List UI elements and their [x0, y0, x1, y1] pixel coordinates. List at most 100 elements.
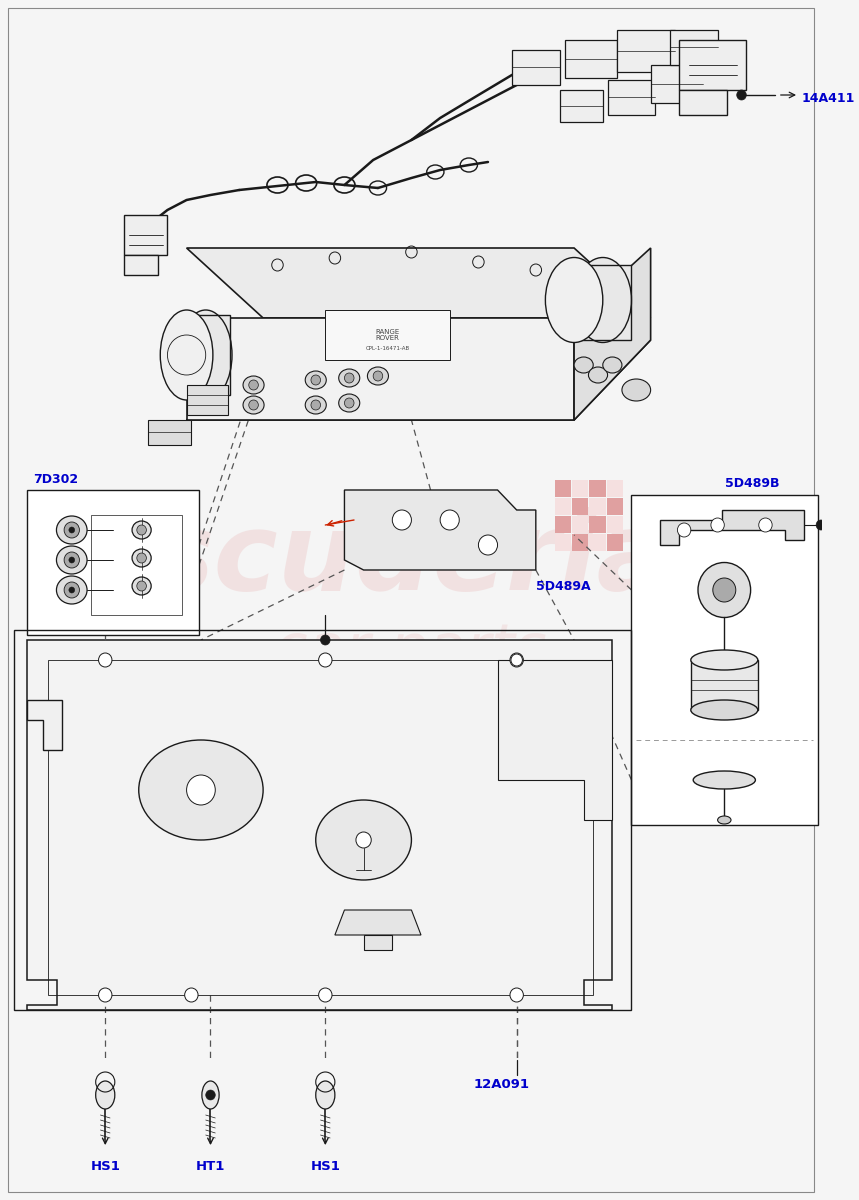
Polygon shape: [560, 90, 603, 122]
Polygon shape: [186, 340, 650, 420]
Polygon shape: [670, 30, 717, 65]
Circle shape: [393, 510, 411, 530]
Bar: [606, 534, 623, 551]
Text: HS1: HS1: [310, 1160, 340, 1174]
Bar: [572, 516, 588, 533]
Ellipse shape: [57, 516, 87, 544]
Circle shape: [99, 988, 112, 1002]
Polygon shape: [607, 80, 655, 115]
Circle shape: [344, 398, 354, 408]
Ellipse shape: [180, 310, 232, 400]
Ellipse shape: [693, 770, 755, 790]
Ellipse shape: [243, 376, 264, 394]
Circle shape: [137, 526, 146, 535]
Circle shape: [478, 535, 497, 554]
Polygon shape: [512, 50, 560, 85]
Polygon shape: [186, 314, 229, 395]
Polygon shape: [661, 510, 804, 545]
Ellipse shape: [717, 816, 731, 824]
Bar: [572, 498, 588, 515]
Circle shape: [511, 654, 522, 666]
Circle shape: [185, 988, 198, 1002]
Ellipse shape: [139, 740, 263, 840]
Circle shape: [69, 587, 75, 593]
Ellipse shape: [588, 367, 607, 383]
Text: 14A411: 14A411: [801, 92, 856, 106]
Ellipse shape: [132, 550, 151, 566]
Circle shape: [440, 510, 460, 530]
Circle shape: [711, 518, 724, 532]
Text: HS1: HS1: [90, 1160, 120, 1174]
Circle shape: [249, 400, 259, 410]
Bar: [555, 534, 571, 551]
Polygon shape: [363, 935, 393, 950]
Circle shape: [510, 653, 523, 667]
Polygon shape: [497, 660, 612, 820]
Text: 5D489A: 5D489A: [536, 580, 590, 593]
Ellipse shape: [622, 379, 650, 401]
Text: 12A091: 12A091: [473, 1078, 530, 1091]
Polygon shape: [574, 248, 650, 420]
Circle shape: [64, 582, 79, 598]
Ellipse shape: [57, 576, 87, 604]
Text: scuderia: scuderia: [150, 506, 671, 613]
Text: HT1: HT1: [196, 1160, 225, 1174]
Bar: [589, 498, 606, 515]
Polygon shape: [149, 420, 192, 445]
Circle shape: [678, 523, 691, 538]
Circle shape: [713, 578, 736, 602]
Ellipse shape: [243, 396, 264, 414]
Bar: [631, 494, 818, 826]
Polygon shape: [574, 265, 631, 340]
Bar: [555, 498, 571, 515]
Polygon shape: [344, 490, 536, 570]
Ellipse shape: [316, 1081, 335, 1109]
Bar: [606, 480, 623, 497]
Circle shape: [510, 988, 523, 1002]
Polygon shape: [564, 40, 617, 78]
Circle shape: [186, 775, 216, 805]
Polygon shape: [650, 65, 704, 103]
Ellipse shape: [305, 396, 326, 414]
Ellipse shape: [305, 371, 326, 389]
Circle shape: [69, 557, 75, 563]
Circle shape: [64, 552, 79, 568]
Circle shape: [64, 522, 79, 538]
Polygon shape: [691, 660, 758, 710]
Text: CPL-1-16471-AB: CPL-1-16471-AB: [365, 346, 410, 350]
Bar: [589, 480, 606, 497]
Polygon shape: [186, 318, 574, 420]
Bar: [15, 630, 631, 1010]
Ellipse shape: [691, 650, 758, 670]
Polygon shape: [125, 254, 158, 275]
Polygon shape: [679, 90, 728, 115]
Circle shape: [311, 374, 320, 385]
Ellipse shape: [574, 258, 631, 342]
Circle shape: [249, 380, 259, 390]
Ellipse shape: [338, 370, 360, 386]
Circle shape: [344, 373, 354, 383]
Circle shape: [758, 518, 772, 532]
Ellipse shape: [691, 700, 758, 720]
Circle shape: [319, 653, 332, 667]
Bar: [589, 534, 606, 551]
Polygon shape: [27, 700, 62, 750]
Bar: [555, 480, 571, 497]
Bar: [606, 498, 623, 515]
Circle shape: [99, 653, 112, 667]
Circle shape: [373, 371, 383, 382]
Polygon shape: [617, 30, 674, 72]
Bar: [606, 516, 623, 533]
Bar: [572, 534, 588, 551]
Ellipse shape: [603, 358, 622, 373]
Ellipse shape: [545, 258, 603, 342]
Ellipse shape: [161, 310, 213, 400]
Bar: [91, 515, 182, 614]
Ellipse shape: [132, 521, 151, 539]
Circle shape: [137, 553, 146, 563]
Ellipse shape: [132, 577, 151, 595]
Ellipse shape: [95, 1081, 115, 1109]
Bar: [572, 480, 588, 497]
Circle shape: [311, 400, 320, 410]
Polygon shape: [326, 310, 450, 360]
